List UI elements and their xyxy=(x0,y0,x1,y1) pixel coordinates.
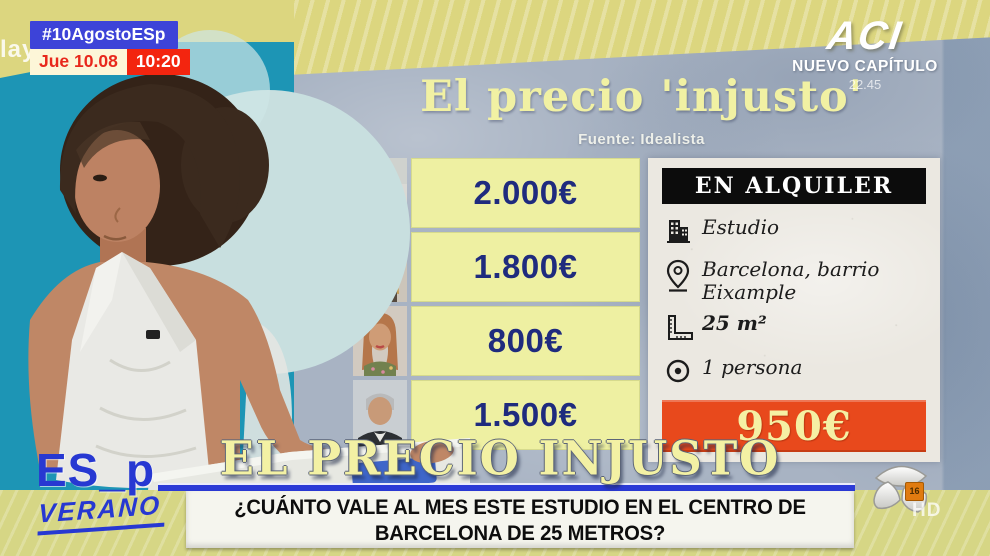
show-logo-text: ES_p xyxy=(36,444,156,496)
age-rating-badge: 16 xyxy=(905,482,924,501)
guess-row: 1.800€ xyxy=(353,232,640,302)
listing-detail-text: Estudio xyxy=(702,215,780,239)
guess-list: 2.000€ 1.800€ 800€ xyxy=(353,158,640,454)
channel-logo: 16 HD xyxy=(872,456,952,536)
promo-subtitle: NUEVO CAPÍTULO xyxy=(792,58,938,75)
ruler-icon xyxy=(664,312,694,348)
guess-price: 800€ xyxy=(487,322,564,359)
guess-price: 2.000€ xyxy=(473,174,578,211)
infographic-title: El precio 'injusto' xyxy=(420,72,863,122)
ticker-time: 10:20 xyxy=(126,49,190,75)
hd-label: HD xyxy=(912,500,942,521)
guess-price-box: 2.000€ xyxy=(411,158,640,228)
guess-price-box: 800€ xyxy=(411,306,640,376)
question-text: ¿CUÁNTO VALE AL MES ESTE ESTUDIO EN EL C… xyxy=(234,495,806,545)
listing-detail-text: 1 persona xyxy=(702,355,803,379)
listing-detail-size: 25 m² xyxy=(664,312,940,348)
listing-header: EN ALQUILER xyxy=(662,168,926,204)
avatar-woman-red-hair xyxy=(353,306,407,376)
guess-price: 1.500€ xyxy=(473,396,578,433)
show-logo-subtext: VERANO xyxy=(37,489,166,536)
ticker: #10AgostoESp Jue 10.08 10:20 xyxy=(30,21,190,75)
ticker-hashtag: #10AgostoESp xyxy=(30,21,178,49)
promo-block: ACI NUEVO CAPÍTULO 22.45 xyxy=(760,14,970,92)
listing-price-box: 950€ xyxy=(662,400,926,452)
ticker-date: Jue 10.08 xyxy=(30,49,127,75)
infographic-source: Fuente: Idealista xyxy=(578,131,705,148)
avatar-woman-blonde xyxy=(353,232,407,302)
show-logo: ES_p VERANO xyxy=(36,444,166,536)
listing-price: 950€ xyxy=(736,402,852,450)
listing-card: EN ALQUILER Estudio Barcelona, barrio Ei… xyxy=(648,158,940,462)
building-icon xyxy=(664,216,694,250)
promo-title: ACI xyxy=(824,14,906,58)
listing-detail-location: Barcelona, barrio Eixample xyxy=(664,258,940,304)
listing-detail-occupancy: 1 persona xyxy=(664,356,940,390)
question-bar: ¿CUÁNTO VALE AL MES ESTE ESTUDIO EN EL C… xyxy=(186,491,854,548)
banner-blue-line xyxy=(158,483,855,491)
guess-row: 800€ xyxy=(353,306,640,376)
guess-row: 2.000€ xyxy=(353,158,640,228)
banner-title: EL PRECIO INJUSTO xyxy=(219,430,781,487)
guess-price: 1.800€ xyxy=(473,248,578,285)
occupancy-icon xyxy=(664,356,694,390)
listing-detail-text: 25 m² xyxy=(702,311,767,335)
listing-detail-text: Barcelona, barrio Eixample xyxy=(702,257,880,304)
promo-time: 22.45 xyxy=(848,77,882,92)
listing-detail-type: Estudio xyxy=(664,216,940,250)
avatar-man-glasses-beard xyxy=(353,158,407,228)
location-pin-icon xyxy=(664,258,694,298)
guess-price-box: 1.800€ xyxy=(411,232,640,302)
